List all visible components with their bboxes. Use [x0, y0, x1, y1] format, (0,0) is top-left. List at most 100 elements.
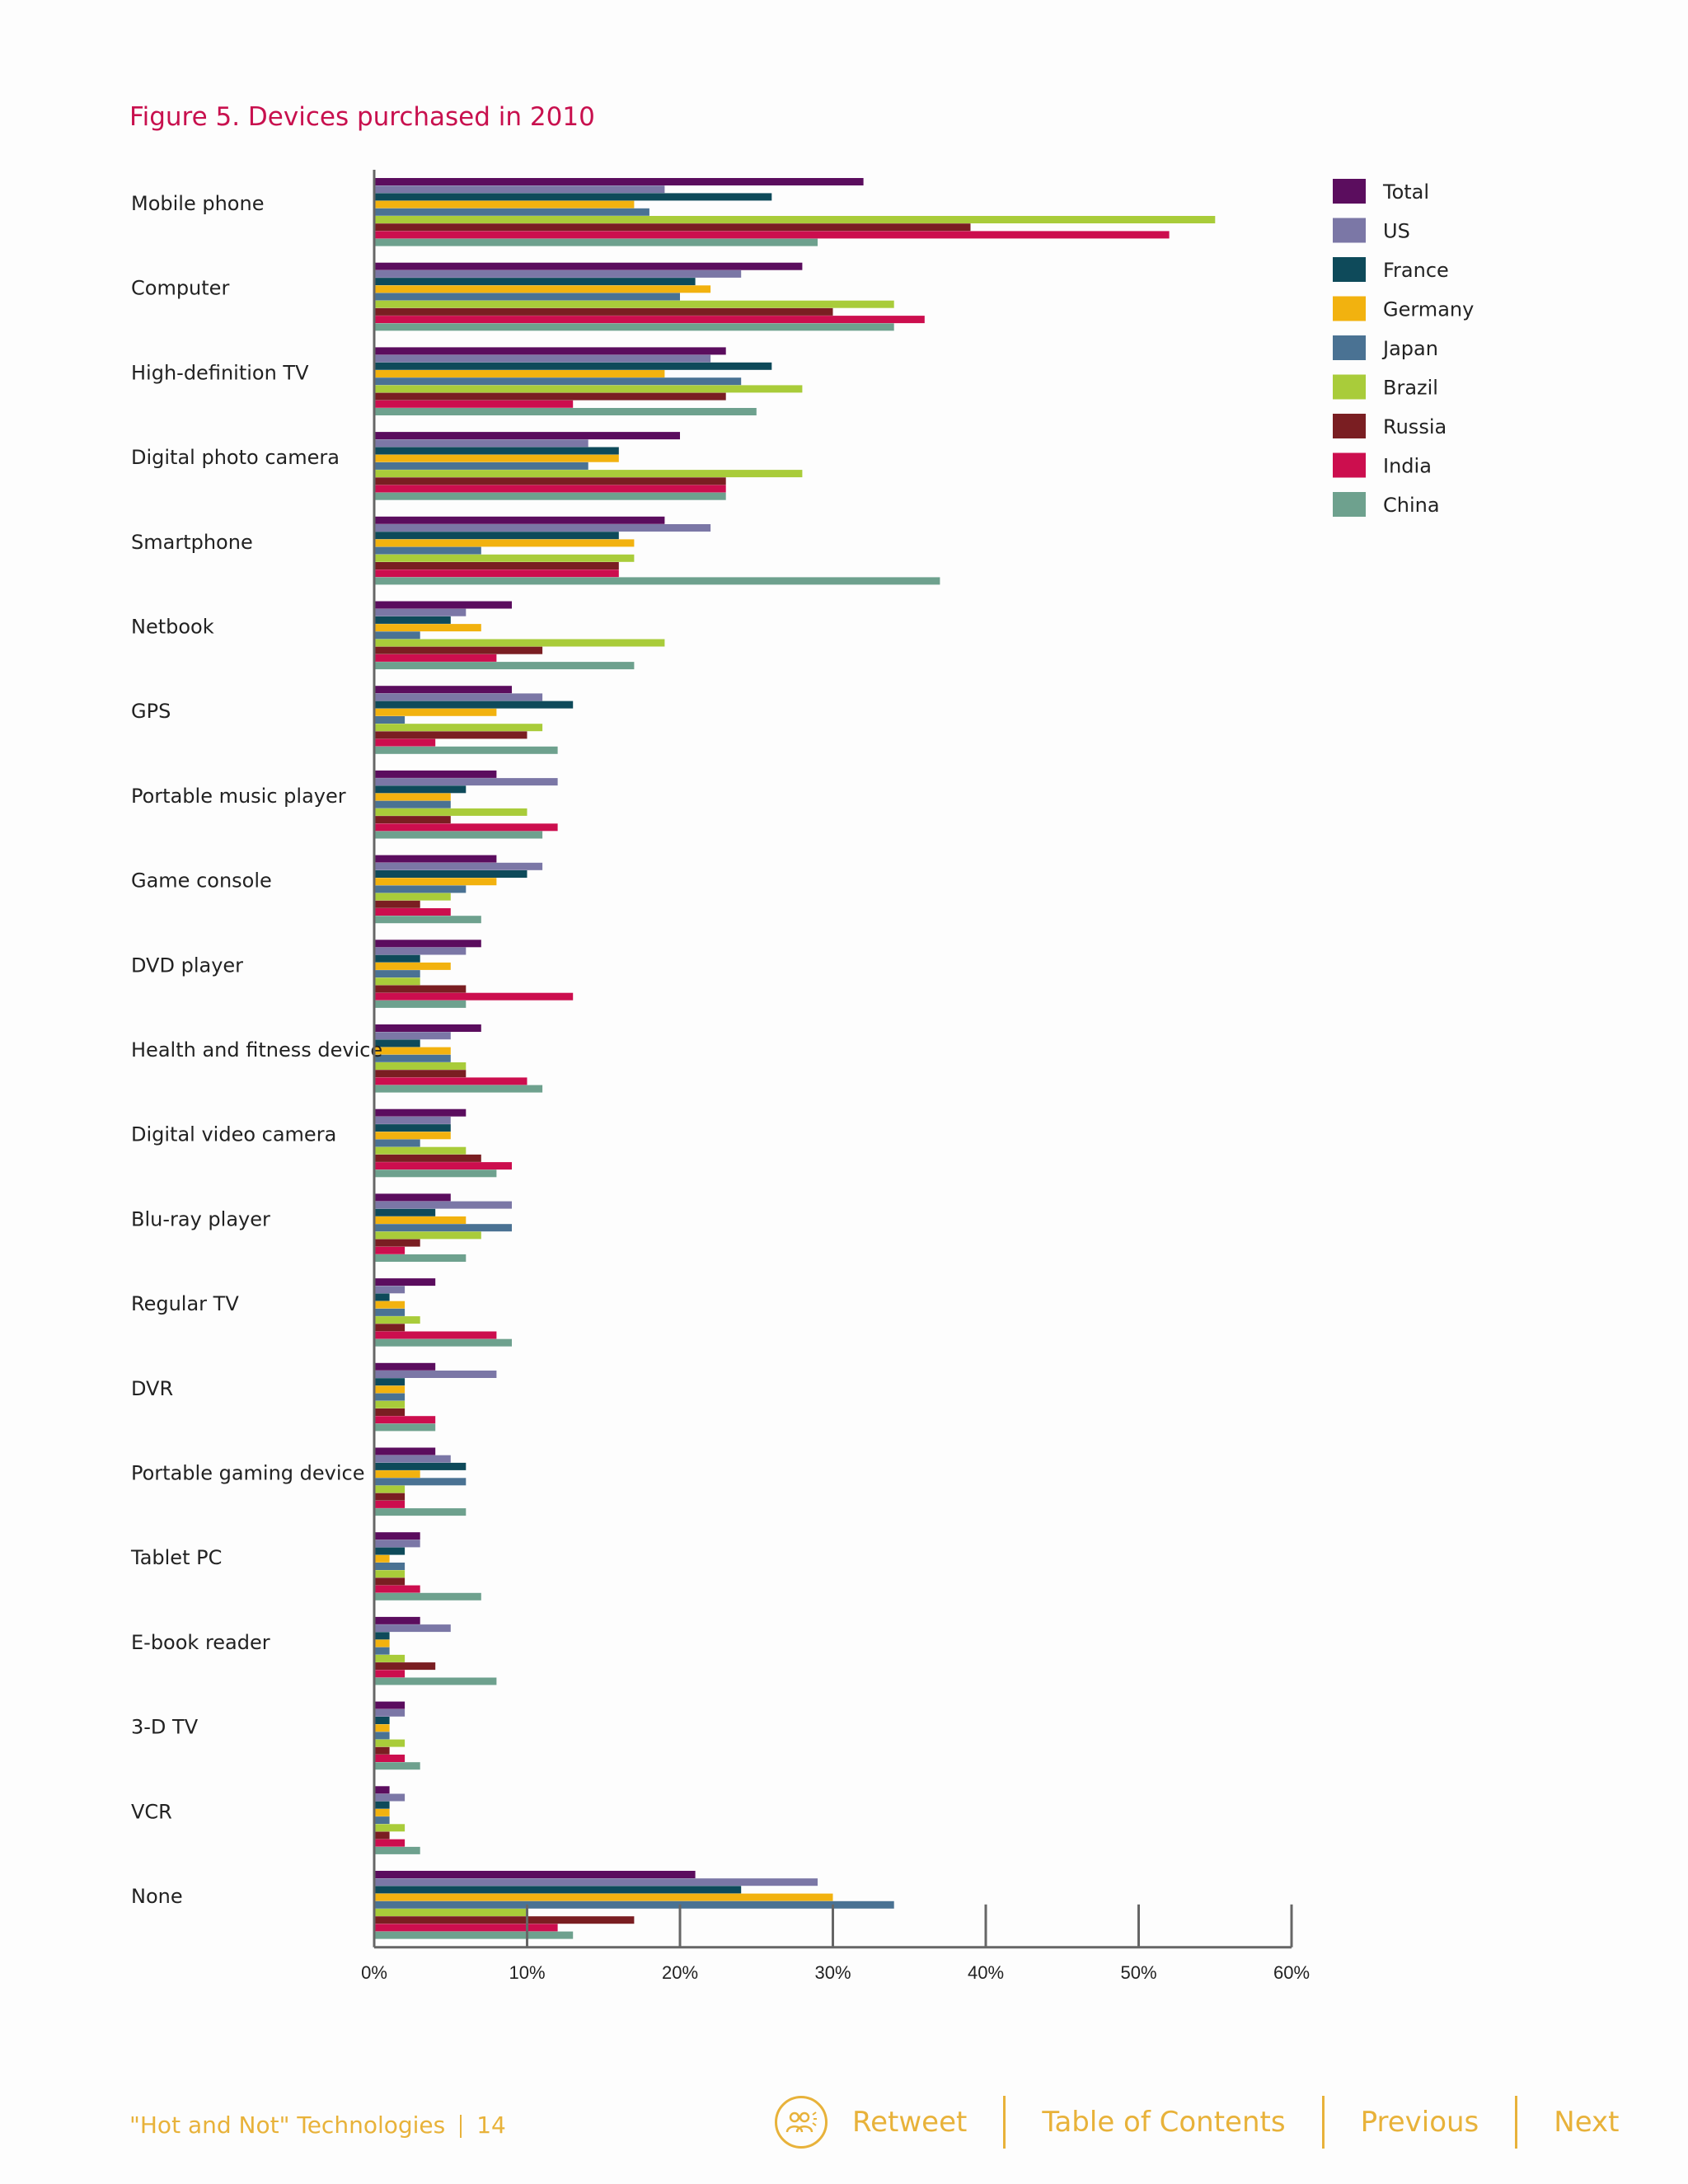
bar-india-9 — [374, 992, 574, 1001]
bar-germany-4 — [374, 539, 635, 547]
nav-divider — [1003, 2096, 1006, 2149]
category-label: Smartphone — [131, 531, 253, 554]
bar-russia-10 — [374, 1070, 467, 1078]
category-label: Netbook — [131, 616, 214, 639]
category-label: Regular TV — [131, 1292, 239, 1315]
bar-india-7 — [374, 823, 558, 832]
bar-germany-2 — [374, 370, 665, 377]
bar-india-1 — [374, 316, 925, 324]
bar-france-7 — [374, 785, 467, 794]
bar-france-4 — [374, 532, 619, 540]
bar-russia-12 — [374, 1239, 420, 1247]
chart-title: Figure 5. Devices purchased in 2010 — [129, 102, 595, 132]
bar-japan-19 — [374, 1816, 390, 1825]
footer-separator — [460, 2115, 462, 2138]
bar-china-15 — [374, 1508, 467, 1516]
footer-doc-title: "Hot and Not" Technologies — [129, 2111, 446, 2139]
bar-us-14 — [374, 1371, 497, 1378]
legend-label-brazil: Brazil — [1383, 377, 1438, 400]
people-icon[interactable] — [775, 2096, 828, 2149]
bar-china-16 — [374, 1592, 481, 1601]
legend-label-japan: Japan — [1381, 337, 1438, 360]
bar-france-20 — [374, 1886, 742, 1894]
bar-india-3 — [374, 485, 726, 493]
legend-label-total: Total — [1382, 180, 1429, 204]
bar-india-19 — [374, 1839, 406, 1847]
bar-france-9 — [374, 954, 420, 963]
bar-us-1 — [374, 269, 742, 278]
bar-russia-2 — [374, 392, 726, 401]
bar-total-5 — [374, 601, 512, 609]
bar-russia-5 — [374, 646, 543, 654]
bar-us-12 — [374, 1201, 512, 1209]
legend-swatch-india — [1333, 452, 1366, 478]
bar-india-4 — [374, 569, 619, 578]
bar-russia-18 — [374, 1746, 390, 1755]
bar-india-18 — [374, 1755, 406, 1762]
bar-india-15 — [374, 1500, 406, 1508]
bar-india-12 — [374, 1246, 406, 1254]
bar-japan-0 — [374, 208, 649, 216]
bar-germany-14 — [374, 1385, 406, 1394]
bar-china-0 — [374, 238, 818, 246]
bar-us-3 — [374, 439, 588, 448]
bar-china-13 — [374, 1338, 512, 1347]
bar-france-13 — [374, 1293, 390, 1301]
x-tick-label: 30% — [814, 1962, 851, 1983]
bar-france-6 — [374, 701, 574, 709]
bar-brazil-11 — [374, 1146, 467, 1155]
bar-china-3 — [374, 492, 726, 500]
bar-china-17 — [374, 1677, 497, 1685]
bar-germany-13 — [374, 1301, 406, 1309]
bar-china-8 — [374, 916, 481, 924]
legend: Total US France Germany Japan Brazil Russia Ind… — [1333, 179, 1474, 517]
category-label: Mobile phone — [131, 192, 264, 215]
bar-china-18 — [374, 1762, 420, 1770]
x-tick-label: 60% — [1273, 1962, 1310, 1983]
bar-france-17 — [374, 1632, 390, 1640]
legend-swatch-total — [1333, 179, 1366, 204]
bar-japan-14 — [374, 1393, 406, 1401]
bar-russia-11 — [374, 1154, 481, 1162]
nav-divider — [1321, 2096, 1325, 2149]
bar-japan-7 — [374, 800, 451, 808]
category-label: Computer — [131, 277, 229, 300]
bar-russia-1 — [374, 307, 833, 316]
bar-japan-10 — [374, 1054, 451, 1062]
bar-brazil-0 — [374, 216, 1216, 223]
bar-france-14 — [374, 1378, 406, 1386]
bar-us-17 — [374, 1624, 451, 1633]
bar-china-5 — [374, 662, 635, 670]
bar-germany-12 — [374, 1216, 467, 1224]
bar-china-10 — [374, 1085, 543, 1093]
bar-france-3 — [374, 447, 619, 455]
bar-brazil-17 — [374, 1654, 406, 1662]
bar-japan-12 — [374, 1224, 512, 1232]
previous-link[interactable]: Previous — [1360, 2106, 1479, 2139]
category-label: DVR — [131, 1377, 173, 1400]
bar-japan-8 — [374, 885, 467, 893]
bar-germany-19 — [374, 1808, 390, 1816]
next-link[interactable]: Next — [1554, 2106, 1620, 2139]
bar-russia-0 — [374, 223, 971, 232]
bar-germany-3 — [374, 454, 619, 462]
bar-total-3 — [374, 432, 680, 440]
bar-india-20 — [374, 1924, 558, 1932]
bar-germany-11 — [374, 1132, 451, 1140]
bar-france-10 — [374, 1039, 420, 1047]
retweet-link[interactable]: Retweet — [852, 2106, 968, 2139]
bar-germany-8 — [374, 878, 497, 886]
axes-group: 0% 10% 20% 30% 40% 50% 60% — [361, 170, 1310, 1983]
footer-doc-info: "Hot and Not" Technologies 14 — [129, 2111, 506, 2139]
legend-swatch-russia — [1333, 414, 1366, 438]
category-label: 3-D TV — [131, 1716, 199, 1739]
bar-total-18 — [374, 1701, 406, 1709]
category-label: Blu-ray player — [131, 1207, 270, 1230]
table-of-contents-link[interactable]: Table of Contents — [1042, 2106, 1286, 2139]
bar-india-17 — [374, 1670, 406, 1678]
bar-germany-7 — [374, 793, 451, 801]
bar-us-20 — [374, 1878, 818, 1886]
category-label: Tablet PC — [130, 1546, 222, 1569]
bar-france-16 — [374, 1547, 406, 1555]
bar-china-20 — [374, 1931, 574, 1939]
